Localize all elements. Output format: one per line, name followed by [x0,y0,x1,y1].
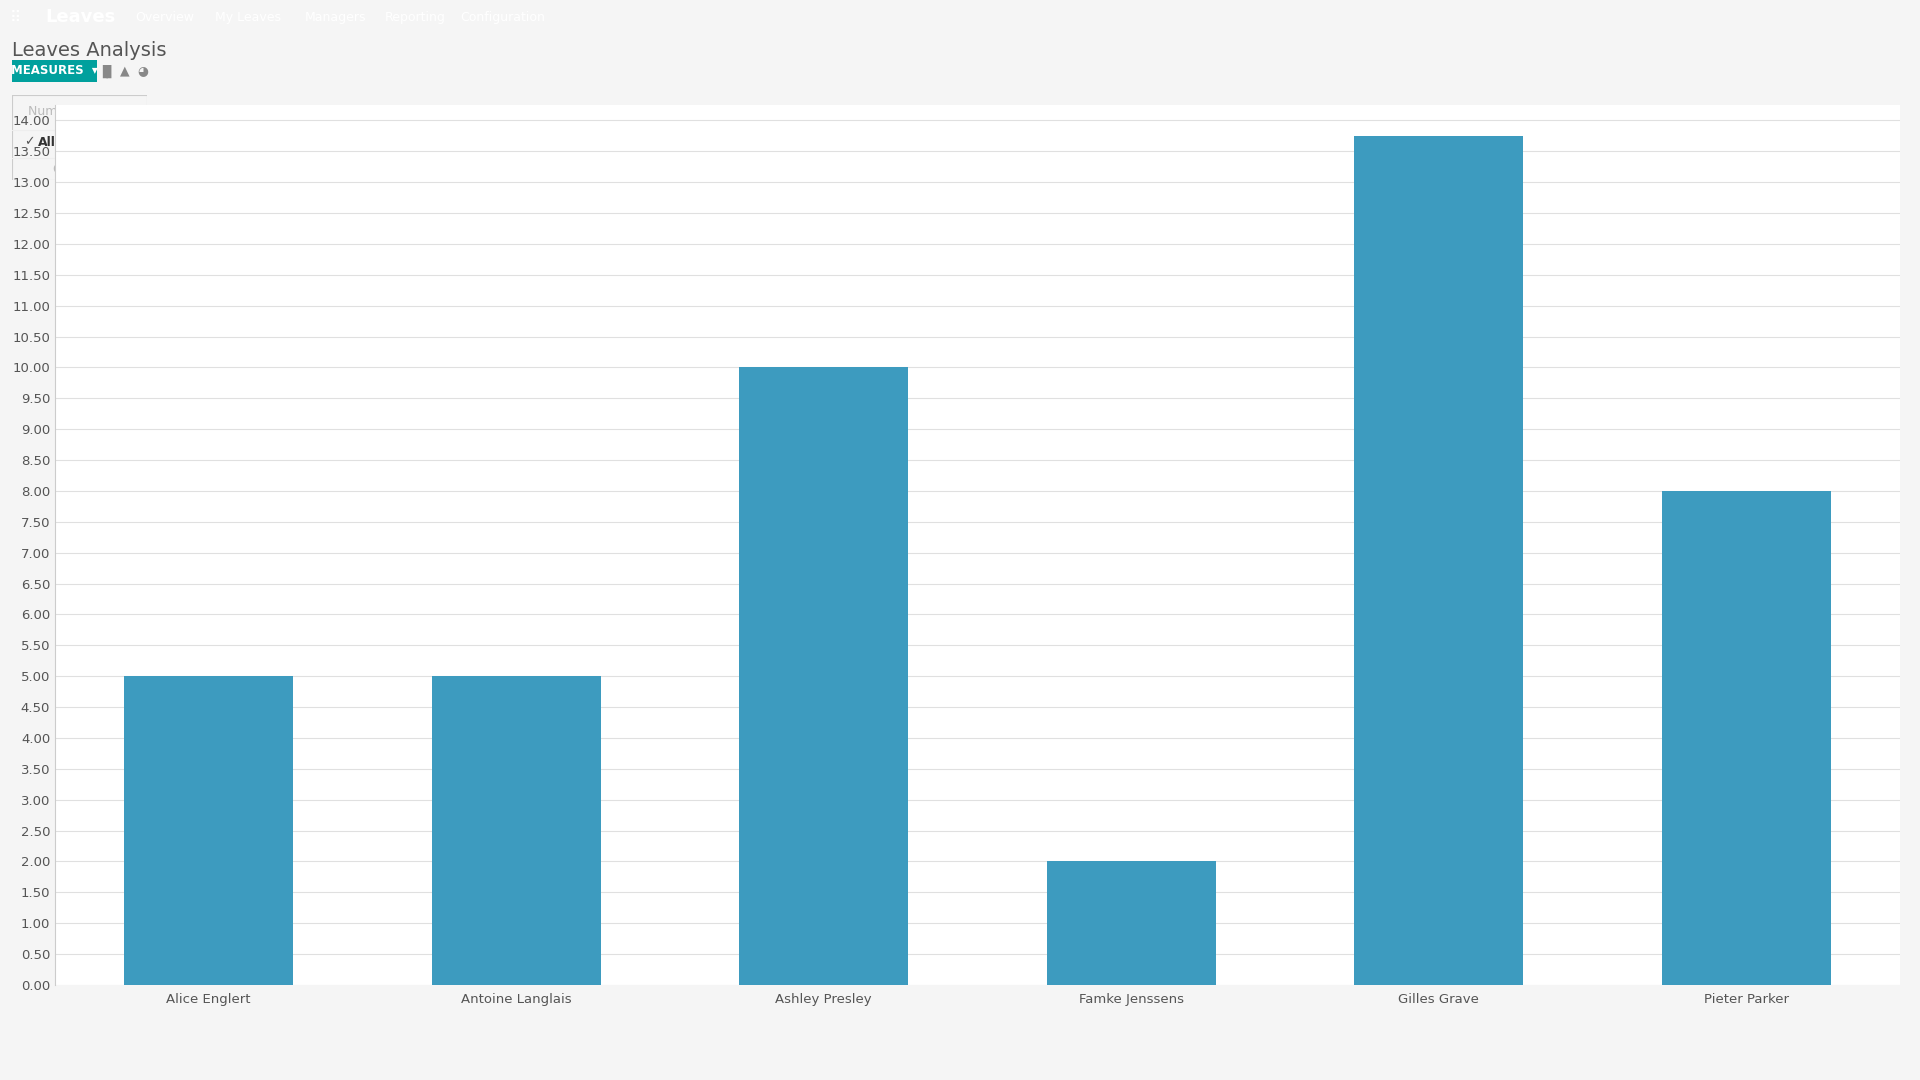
Text: MEASURES  ▾: MEASURES ▾ [12,65,98,78]
Text: ▐▌: ▐▌ [98,65,117,78]
Text: Managers: Managers [305,11,367,24]
Bar [125,676,294,985]
Text: Allocation: Allocation [38,135,108,148]
FancyBboxPatch shape [12,60,98,82]
Text: Reporting: Reporting [386,11,445,24]
Bar [1661,491,1832,985]
Text: ▲: ▲ [121,65,131,78]
Text: Number of Days: Number of Days [29,106,131,119]
Text: Quantity: Quantity [52,163,106,176]
Text: Overview: Overview [134,11,194,24]
Bar [432,676,601,985]
Text: ◕: ◕ [138,65,148,78]
Bar [1354,136,1523,985]
Bar [1046,862,1215,985]
Text: ⠿: ⠿ [10,10,21,25]
Text: My Leaves: My Leaves [215,11,280,24]
Text: Configuration: Configuration [461,11,545,24]
Bar [739,367,908,985]
Text: ✓: ✓ [23,135,35,148]
Text: Leaves Analysis: Leaves Analysis [12,40,167,59]
Text: Leaves: Leaves [44,9,115,27]
